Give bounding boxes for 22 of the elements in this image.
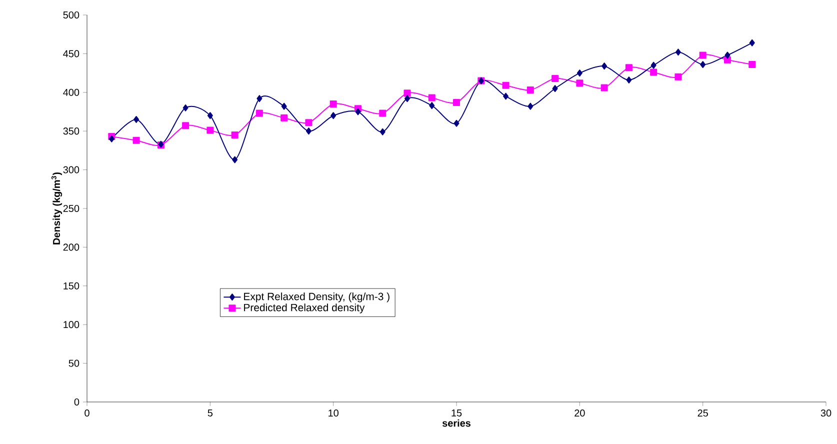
- x-tick-label: 20: [574, 410, 585, 417]
- y-tick-label: 200: [63, 244, 80, 251]
- y-axis-title: Density (kg/m$^{3}$): [51, 172, 62, 244]
- x-axis-title: series: [442, 419, 471, 427]
- y-tick-label: 300: [63, 166, 80, 174]
- y-tick-label: 0: [74, 398, 80, 406]
- y-tick-label: 500: [63, 11, 80, 19]
- x-tick-label: 10: [328, 410, 338, 417]
- y-tick-label: 50: [68, 360, 80, 367]
- x-tick-label: 0: [84, 410, 90, 417]
- legend-label: Predicted Relaxed density: [244, 304, 365, 314]
- y-tick-label: 350: [63, 128, 80, 135]
- y-tick-label: 150: [64, 282, 80, 290]
- x-tick-label: 15: [452, 410, 462, 416]
- y-tick-label: 100: [64, 321, 80, 328]
- y-tick-label: 250: [63, 204, 80, 212]
- x-tick-label: 30: [820, 410, 832, 417]
- legend-label: Expt Relaxed Density, (kg/m-3 ): [244, 292, 390, 302]
- x-tick-label: 5: [208, 410, 213, 416]
- y-tick-label: 450: [63, 50, 80, 58]
- x-tick-label: 25: [698, 410, 708, 417]
- y-tick-label: 400: [63, 88, 80, 96]
